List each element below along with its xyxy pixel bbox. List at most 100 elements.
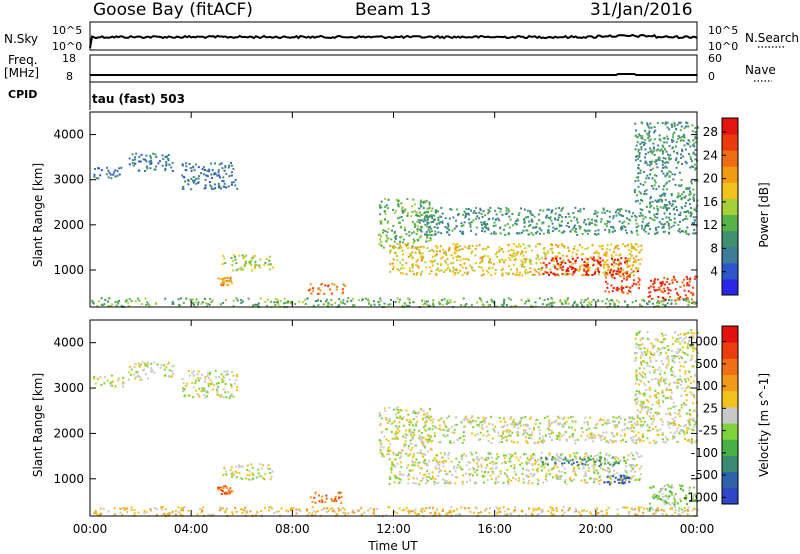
data-cell <box>415 513 418 516</box>
data-cell <box>414 251 417 254</box>
data-cell <box>236 187 239 190</box>
data-cell <box>632 441 635 444</box>
data-cell <box>99 507 102 510</box>
data-cell <box>223 169 226 172</box>
data-cell <box>264 473 267 476</box>
data-cell <box>106 379 109 382</box>
data-cell <box>452 261 455 264</box>
data-cell <box>685 215 688 218</box>
data-cell <box>556 255 559 258</box>
data-cell <box>587 423 590 426</box>
data-cell <box>588 223 591 226</box>
data-cell <box>518 232 521 235</box>
data-cell <box>432 475 434 478</box>
data-cell <box>695 302 698 305</box>
data-cell <box>517 434 520 437</box>
data-cell <box>630 271 633 274</box>
data-cell <box>673 123 676 126</box>
data-cell <box>527 482 530 485</box>
data-cell <box>679 425 682 427</box>
data-cell <box>639 304 641 307</box>
data-cell <box>684 294 687 297</box>
data-cell <box>212 383 215 386</box>
data-cell <box>460 222 463 225</box>
data-cell <box>416 230 419 233</box>
data-cell <box>557 475 560 478</box>
data-cell <box>608 441 610 444</box>
data-cell <box>421 270 424 273</box>
data-cell <box>399 240 401 243</box>
data-cell <box>207 372 209 375</box>
data-cell <box>654 160 656 163</box>
data-cell <box>147 303 150 306</box>
data-cell <box>568 215 571 218</box>
data-cell <box>231 181 233 184</box>
data-cell <box>585 428 588 431</box>
data-cell <box>499 470 502 473</box>
data-cell <box>221 179 224 182</box>
data-cell <box>413 464 416 467</box>
data-cell <box>583 301 586 303</box>
data-cell <box>443 424 446 427</box>
data-cell <box>657 381 660 384</box>
data-cell <box>673 495 676 498</box>
data-cell <box>415 233 418 235</box>
data-cell <box>649 351 652 354</box>
data-cell <box>445 426 448 429</box>
data-cell <box>654 338 657 341</box>
data-cell <box>653 153 656 156</box>
data-cell <box>474 481 477 484</box>
data-cell <box>557 435 560 438</box>
data-cell <box>666 173 668 176</box>
data-cell <box>529 210 532 213</box>
data-cell <box>551 230 554 233</box>
ytick-label: 1000 <box>53 263 84 277</box>
data-cell <box>662 440 665 443</box>
data-cell <box>604 271 607 274</box>
data-cell <box>478 297 481 300</box>
data-cell <box>466 247 469 250</box>
data-cell <box>652 297 655 300</box>
data-cell <box>557 457 560 459</box>
data-cell <box>641 406 644 408</box>
data-cell <box>488 210 491 213</box>
data-cell <box>228 378 231 381</box>
data-cell <box>643 347 646 350</box>
data-cell <box>607 461 610 464</box>
data-cell <box>431 299 434 302</box>
data-cell <box>667 222 670 225</box>
data-cell <box>606 220 609 223</box>
data-cell <box>578 455 581 458</box>
data-cell <box>404 243 407 246</box>
data-cell <box>689 192 692 195</box>
data-cell <box>121 513 124 516</box>
data-cell <box>686 345 689 348</box>
data-cell <box>488 305 491 308</box>
data-cell <box>646 124 649 126</box>
data-cell <box>431 439 434 442</box>
data-cell <box>628 421 630 424</box>
data-cell <box>634 394 637 396</box>
data-cell <box>228 491 231 494</box>
data-cell <box>576 452 579 455</box>
data-cell <box>465 454 468 457</box>
data-cell <box>607 422 610 425</box>
data-cell <box>424 233 426 236</box>
data-cell <box>513 425 516 428</box>
data-cell <box>206 169 209 172</box>
data-cell <box>283 297 286 300</box>
data-cell <box>600 220 602 223</box>
data-cell <box>491 460 494 463</box>
data-cell <box>400 466 403 469</box>
data-cell <box>204 169 206 171</box>
data-cell <box>648 295 651 298</box>
data-cell <box>424 201 427 204</box>
data-cell <box>202 389 205 392</box>
data-cell <box>574 262 577 265</box>
data-cell <box>424 473 427 476</box>
data-cell <box>673 150 675 153</box>
data-cell <box>667 161 670 164</box>
data-cell <box>456 259 459 262</box>
data-cell <box>662 172 665 175</box>
data-cell <box>133 512 136 515</box>
